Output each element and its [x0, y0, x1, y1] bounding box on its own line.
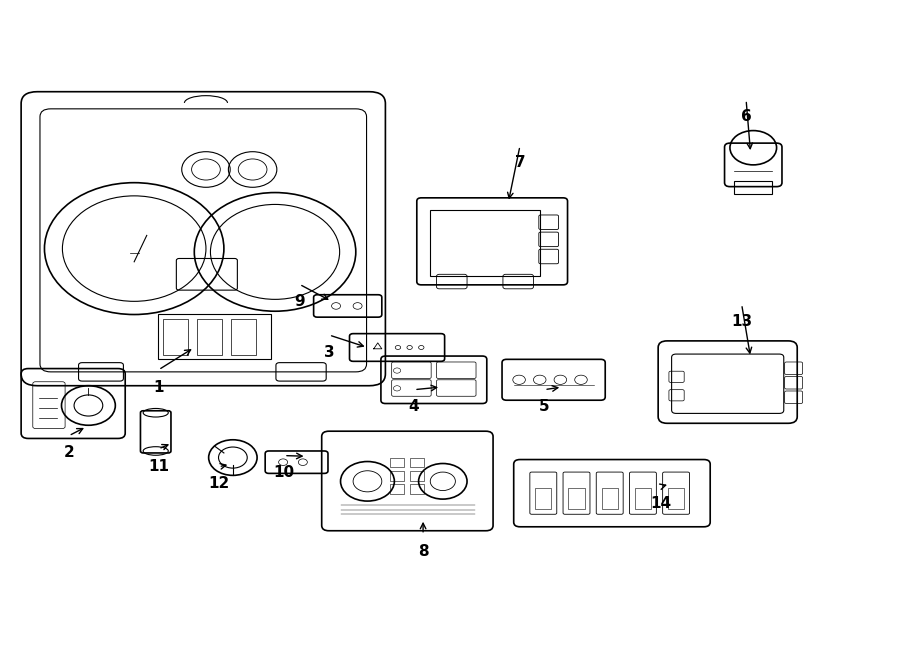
- Text: 9: 9: [294, 294, 304, 309]
- Text: 7: 7: [515, 156, 526, 170]
- Text: 8: 8: [418, 544, 428, 559]
- Text: 5: 5: [539, 399, 550, 414]
- Text: 2: 2: [63, 446, 74, 461]
- Text: 11: 11: [148, 459, 169, 473]
- Text: 3: 3: [324, 345, 334, 359]
- Text: 14: 14: [651, 496, 671, 511]
- Text: 4: 4: [409, 399, 419, 414]
- Text: 12: 12: [208, 477, 230, 491]
- Text: 13: 13: [731, 314, 752, 328]
- Text: 1: 1: [153, 379, 164, 395]
- Text: 6: 6: [741, 109, 751, 124]
- Text: 10: 10: [274, 465, 294, 480]
